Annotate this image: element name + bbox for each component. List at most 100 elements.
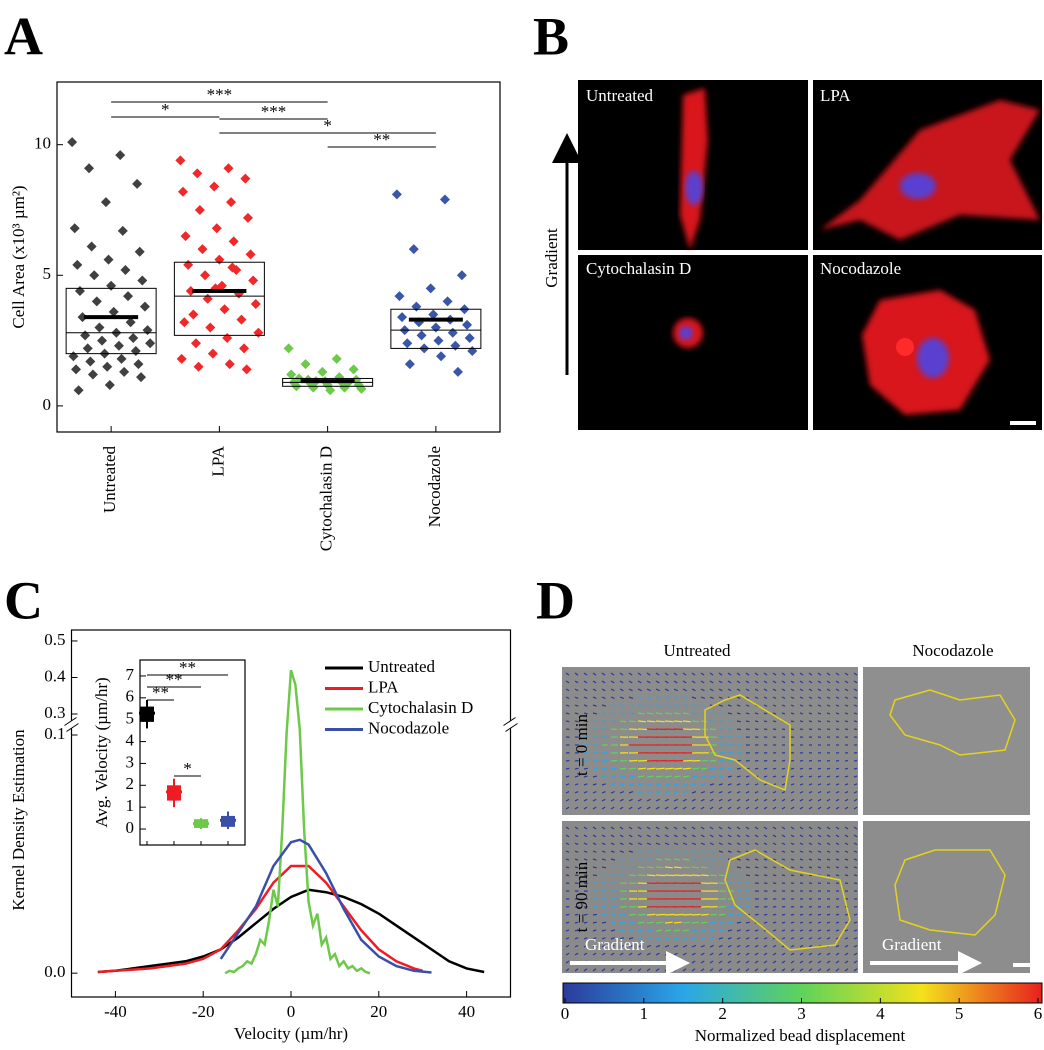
cell-outline bbox=[704, 694, 791, 792]
displacement-vector bbox=[817, 680, 822, 684]
displacement-vector bbox=[718, 929, 724, 932]
displacement-vector bbox=[619, 921, 626, 924]
displacement-vector bbox=[799, 696, 804, 699]
displacement-vector bbox=[745, 952, 750, 956]
displacement-vector bbox=[754, 960, 759, 964]
displacement-vector bbox=[817, 937, 822, 940]
displacement-vector bbox=[754, 866, 759, 869]
displacement-vector bbox=[646, 913, 656, 916]
displacement-vector bbox=[574, 806, 579, 810]
displacement-vector bbox=[817, 720, 822, 723]
data-point bbox=[106, 280, 117, 291]
displacement-vector bbox=[826, 806, 831, 810]
data-point bbox=[325, 385, 336, 396]
displacement-vector bbox=[835, 874, 840, 877]
displacement-vector bbox=[655, 944, 661, 948]
data-point bbox=[67, 137, 78, 148]
displacement-vector bbox=[637, 850, 643, 853]
displacement-vector bbox=[637, 937, 643, 940]
displacement-vector bbox=[817, 968, 822, 972]
displacement-vector bbox=[826, 712, 831, 715]
data-point bbox=[103, 254, 114, 265]
displacement-vector bbox=[844, 826, 849, 830]
displacement-vector bbox=[790, 929, 795, 932]
displacement-vector bbox=[601, 680, 606, 684]
data-point bbox=[94, 322, 105, 333]
displacement-vector bbox=[691, 672, 696, 676]
displacement-vector bbox=[853, 842, 858, 846]
displacement-vector bbox=[673, 767, 683, 770]
displacement-vector bbox=[592, 775, 598, 778]
displacement-vector bbox=[835, 842, 840, 846]
displacement-vector bbox=[646, 688, 651, 692]
displacement-vector bbox=[718, 968, 723, 972]
displacement-vector bbox=[610, 696, 615, 699]
displacement-vector bbox=[583, 704, 588, 707]
displacement-vector bbox=[844, 720, 849, 723]
displacement-vector bbox=[808, 672, 813, 676]
displacement-vector bbox=[754, 672, 759, 676]
displacement-vector bbox=[601, 672, 606, 676]
displacement-vector bbox=[718, 712, 724, 715]
displacement-vector bbox=[664, 767, 674, 770]
displacement-vector bbox=[745, 688, 750, 692]
displacement-vector bbox=[718, 775, 724, 778]
data-point bbox=[467, 346, 478, 357]
displacement-vector bbox=[781, 921, 786, 924]
displacement-vector bbox=[700, 842, 705, 846]
displacement-vector bbox=[646, 858, 653, 861]
displacement-vector bbox=[691, 834, 696, 838]
displacement-vector bbox=[637, 944, 642, 948]
displacement-vector bbox=[772, 704, 777, 707]
displacement-vector bbox=[664, 696, 670, 700]
data-point bbox=[137, 275, 148, 286]
displacement-vector bbox=[592, 798, 597, 802]
displacement-vector bbox=[592, 952, 597, 956]
displacement-vector bbox=[736, 826, 741, 830]
displacement-vector bbox=[700, 720, 708, 723]
displacement-vector bbox=[799, 874, 804, 877]
displacement-vector bbox=[709, 672, 714, 676]
data-point bbox=[253, 327, 264, 338]
displacement-vector bbox=[655, 712, 663, 715]
data-point bbox=[86, 241, 97, 252]
displacement-vector bbox=[853, 858, 858, 861]
displacement-vector bbox=[619, 842, 624, 846]
data-point bbox=[104, 379, 115, 390]
displacement-vector bbox=[646, 783, 653, 786]
displacement-vector bbox=[619, 798, 624, 802]
displacement-vector bbox=[718, 720, 724, 723]
displacement-vector bbox=[835, 688, 840, 692]
displacement-vector bbox=[790, 696, 795, 699]
data-point bbox=[116, 353, 127, 364]
displacement-vector bbox=[664, 704, 671, 707]
displacement-vector bbox=[826, 688, 831, 692]
data-point bbox=[436, 351, 447, 362]
displacement-vector bbox=[610, 944, 615, 948]
displacement-vector bbox=[655, 913, 666, 916]
displacement-vector bbox=[574, 944, 579, 948]
displacement-vector bbox=[673, 929, 681, 932]
displacement-vector bbox=[646, 704, 653, 707]
data-point bbox=[456, 270, 467, 281]
displacement-vector bbox=[754, 834, 759, 838]
arrow-label: Gradient bbox=[882, 935, 942, 954]
line bbox=[219, 838, 432, 974]
displacement-vector bbox=[601, 937, 606, 940]
displacement-vector bbox=[592, 968, 597, 972]
displacement-vector bbox=[844, 874, 849, 877]
significance-label: * bbox=[183, 759, 192, 778]
displacement-vector bbox=[817, 826, 822, 830]
displacement-vector bbox=[628, 704, 634, 707]
displacement-vector bbox=[799, 704, 804, 707]
displacement-vector bbox=[574, 720, 579, 723]
displacement-vector bbox=[691, 921, 700, 924]
data-point bbox=[242, 212, 253, 223]
nucleus bbox=[917, 338, 949, 378]
displacement-vector bbox=[664, 913, 675, 916]
displacement-vector bbox=[637, 688, 642, 692]
displacement-vector bbox=[655, 850, 661, 853]
displacement-vector bbox=[565, 866, 570, 869]
displacement-vector bbox=[718, 704, 723, 707]
displacement-vector bbox=[844, 798, 849, 802]
